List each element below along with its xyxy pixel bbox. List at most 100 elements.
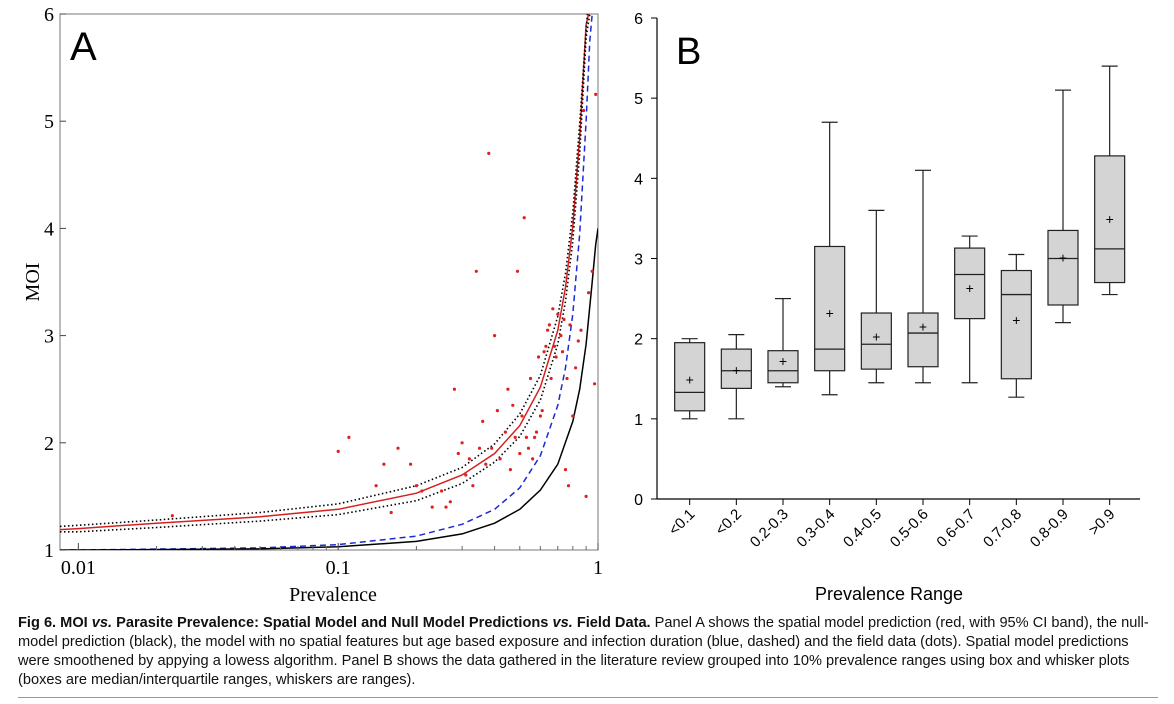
panel-a-data-point bbox=[531, 457, 535, 461]
panel-a-data-point bbox=[382, 462, 386, 466]
panel-a-y-tick-label: 6 bbox=[44, 4, 54, 26]
panel-a-data-point bbox=[520, 414, 524, 418]
panel-b-y-tick-label: 5 bbox=[634, 91, 643, 108]
panel-a-data-point bbox=[542, 350, 546, 354]
panel-a-data-point bbox=[528, 376, 533, 381]
panel-a-x-tick-label: 0.1 bbox=[326, 557, 351, 579]
panel-b-x-tick-label: 0.3-0.4 bbox=[793, 506, 838, 551]
panel-a-data-point bbox=[536, 355, 541, 359]
panel-b-x-tick-label: <0.1 bbox=[666, 506, 699, 539]
panel-a-data-point bbox=[508, 468, 512, 472]
panel-b-x-tick-label: <0.2 bbox=[712, 506, 745, 539]
panel-b-mean-marker: + bbox=[872, 328, 880, 344]
panel-a-data-point bbox=[452, 387, 456, 391]
panel-a-data-point bbox=[571, 414, 575, 418]
panel-a-data-point bbox=[471, 484, 475, 488]
panel-a-data-point bbox=[524, 435, 529, 439]
caption-body: Panel A shows the spatial model predicti… bbox=[18, 615, 1149, 688]
panel-b-mean-marker: + bbox=[1012, 312, 1020, 328]
panel-a-data-point bbox=[533, 435, 537, 439]
panel-b-mean-marker: + bbox=[686, 372, 694, 388]
panel-a-data-point bbox=[506, 387, 510, 391]
panel-a-data-point bbox=[562, 317, 566, 322]
panel-b-box bbox=[954, 247, 986, 320]
panel-b-label: B bbox=[676, 31, 701, 73]
caption-title-vs2: vs. bbox=[552, 615, 573, 631]
panel-b-box bbox=[814, 245, 846, 372]
panel-a-data-point bbox=[518, 451, 522, 456]
panel-a-data-point bbox=[487, 151, 491, 155]
panel-a-data-point bbox=[477, 446, 482, 450]
panel-a-data-point bbox=[594, 92, 598, 96]
panel-a-data-point bbox=[574, 366, 578, 370]
panel-a-data-point bbox=[579, 328, 583, 332]
panel-a-data-point bbox=[347, 435, 351, 439]
panel-a-data-point bbox=[490, 446, 494, 450]
panel-a-x-axis-title: Prevalence bbox=[289, 584, 377, 606]
panel-a-x-tick-label: 0.01 bbox=[61, 557, 96, 579]
panel-a-data-point bbox=[389, 510, 393, 515]
caption-divider bbox=[18, 697, 1158, 698]
panel-a-data-point bbox=[467, 457, 471, 461]
panel-b-y-tick-label: 6 bbox=[634, 11, 643, 28]
panel-a-data-point bbox=[568, 323, 572, 327]
panel-a-data-point bbox=[551, 307, 555, 311]
panel-b-box bbox=[860, 312, 892, 370]
panel-b-mean-marker: + bbox=[732, 362, 740, 378]
panel-a-y-tick-label: 4 bbox=[44, 218, 54, 240]
panel-a-data-point bbox=[374, 484, 378, 488]
panel-a-data-point bbox=[540, 409, 544, 413]
panel-a-series-line bbox=[60, 14, 590, 531]
panel-a-data-point bbox=[503, 430, 507, 434]
panel-a-data-point bbox=[554, 355, 558, 359]
panel-a-data-point bbox=[549, 376, 553, 381]
panel-a-data-point bbox=[559, 334, 563, 338]
panel-a-data-point bbox=[566, 484, 571, 488]
panel-a-data-point bbox=[576, 339, 580, 343]
panel-a-data-point bbox=[170, 514, 174, 518]
panel-a-data-point bbox=[590, 269, 594, 273]
panel-b-x-tick-label: 0.7-0.8 bbox=[980, 506, 1025, 551]
panel-b-mean-marker: + bbox=[1106, 211, 1114, 227]
panel-a-series-line bbox=[60, 228, 598, 550]
panel-b-box bbox=[1047, 229, 1079, 306]
panel-b-box bbox=[1000, 269, 1032, 380]
figure: A 1 2 3 4 5 6 0.01 0.1 1 Prevalence MOI B 0 1 2 3 4… bbox=[22, 4, 1140, 606]
panel-b-x-tick-label: 0.2-0.3 bbox=[747, 506, 792, 551]
panel-b-mean-marker: + bbox=[919, 319, 927, 335]
panel-a-data-point bbox=[538, 414, 543, 418]
panel-a-data-point bbox=[515, 269, 520, 273]
panel-a-data-point bbox=[587, 291, 591, 295]
panel-a-data-point bbox=[552, 344, 557, 348]
panel-a-data-point bbox=[522, 216, 526, 220]
panel-a-data-point bbox=[414, 484, 418, 488]
panel-b-box bbox=[1094, 155, 1126, 284]
panel-a-data-point bbox=[493, 334, 497, 338]
panel-b-x-tick-label: 0.8-0.9 bbox=[1027, 506, 1072, 551]
panel-b-y-tick-label: 3 bbox=[634, 252, 643, 269]
panel-a-y-axis-title: MOI bbox=[22, 263, 44, 302]
panel-a-data-point bbox=[556, 312, 560, 316]
panel-a-data-point bbox=[474, 269, 478, 273]
panel-b-y-tick-label: 2 bbox=[634, 332, 643, 349]
panel-a-data-point bbox=[495, 409, 499, 413]
panel-a-data-point bbox=[464, 473, 468, 477]
panel-a-data-point bbox=[409, 462, 413, 466]
caption-title-part3: Field Data. bbox=[572, 615, 651, 631]
panel-a-data-point bbox=[336, 449, 340, 453]
panel-b-y-tick-label: 1 bbox=[634, 412, 643, 429]
panel-a-data-point bbox=[547, 323, 552, 327]
figure-caption: Fig 6. MOI vs. Parasite Prevalence: Spat… bbox=[18, 614, 1158, 690]
panel-a-data-point bbox=[396, 446, 400, 450]
panel-b-box bbox=[767, 350, 799, 384]
caption-title-part2: Parasite Prevalence: Spatial Model and N… bbox=[112, 615, 553, 631]
panel-a-data-point bbox=[565, 376, 569, 381]
panel-a-data-point bbox=[584, 494, 588, 498]
panel-b-x-axis-title: Prevalence Range bbox=[815, 584, 963, 604]
panel-a-y-tick-label: 2 bbox=[44, 433, 54, 455]
panel-a-data-point bbox=[460, 441, 464, 445]
caption-title-vs1: vs. bbox=[91, 615, 113, 631]
panel-a-data-point bbox=[484, 462, 488, 466]
panel-a-data-point bbox=[456, 451, 460, 456]
panel-b-x-tick-label: >0.9 bbox=[1086, 506, 1119, 539]
